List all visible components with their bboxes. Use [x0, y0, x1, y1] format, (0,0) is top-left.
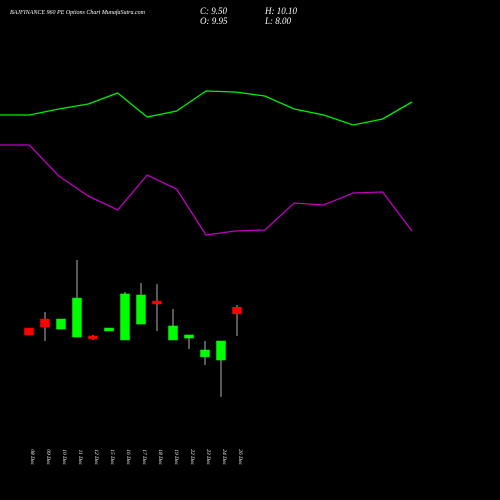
- high-label: H: 10.10: [264, 6, 297, 16]
- candle-body: [120, 293, 130, 341]
- candle-body: [184, 334, 194, 339]
- candle-body: [104, 327, 114, 332]
- x-tick-label: 22 Dec: [189, 449, 195, 465]
- x-tick-label: 18 Dec: [157, 449, 163, 465]
- x-tick-label: 11 Dec: [77, 450, 83, 466]
- candle-body: [136, 294, 146, 325]
- x-tick-label: 19 Dec: [173, 449, 179, 465]
- x-tick-label: 09 Dec: [45, 449, 51, 465]
- x-tick-label: 24 Dec: [221, 449, 228, 465]
- x-tick-label: 08 Dec: [29, 449, 35, 465]
- x-tick-label: 15 Dec: [109, 449, 115, 465]
- x-tick-label: 26 Dec: [237, 449, 243, 465]
- x-tick-label: 10 Dec: [61, 449, 67, 465]
- x-tick-label: 16 Dec: [125, 449, 131, 465]
- candle-body: [216, 340, 226, 361]
- chart-title: BAJFINANCE 960 PE Options Chart MunafaSu…: [10, 9, 146, 16]
- candle-body: [40, 318, 50, 328]
- candle-body: [168, 325, 178, 341]
- candle-body: [56, 318, 66, 330]
- open-label: O: 9.95: [200, 16, 228, 26]
- candle-body: [200, 349, 210, 358]
- candle-body: [152, 300, 162, 305]
- candle-body: [72, 297, 82, 338]
- x-tick-label: 23 Dec: [205, 449, 211, 465]
- candle-body: [232, 306, 242, 315]
- indicator-line: [0, 144, 413, 236]
- x-tick-label: 17 Dec: [141, 449, 147, 465]
- close-label: C: 9.50: [200, 6, 228, 16]
- low-label: L: 8.00: [264, 16, 292, 26]
- candle-body: [24, 327, 34, 336]
- candle-body: [88, 335, 98, 340]
- indicator-line: [0, 90, 413, 126]
- x-tick-label: 12 Dec: [93, 449, 99, 465]
